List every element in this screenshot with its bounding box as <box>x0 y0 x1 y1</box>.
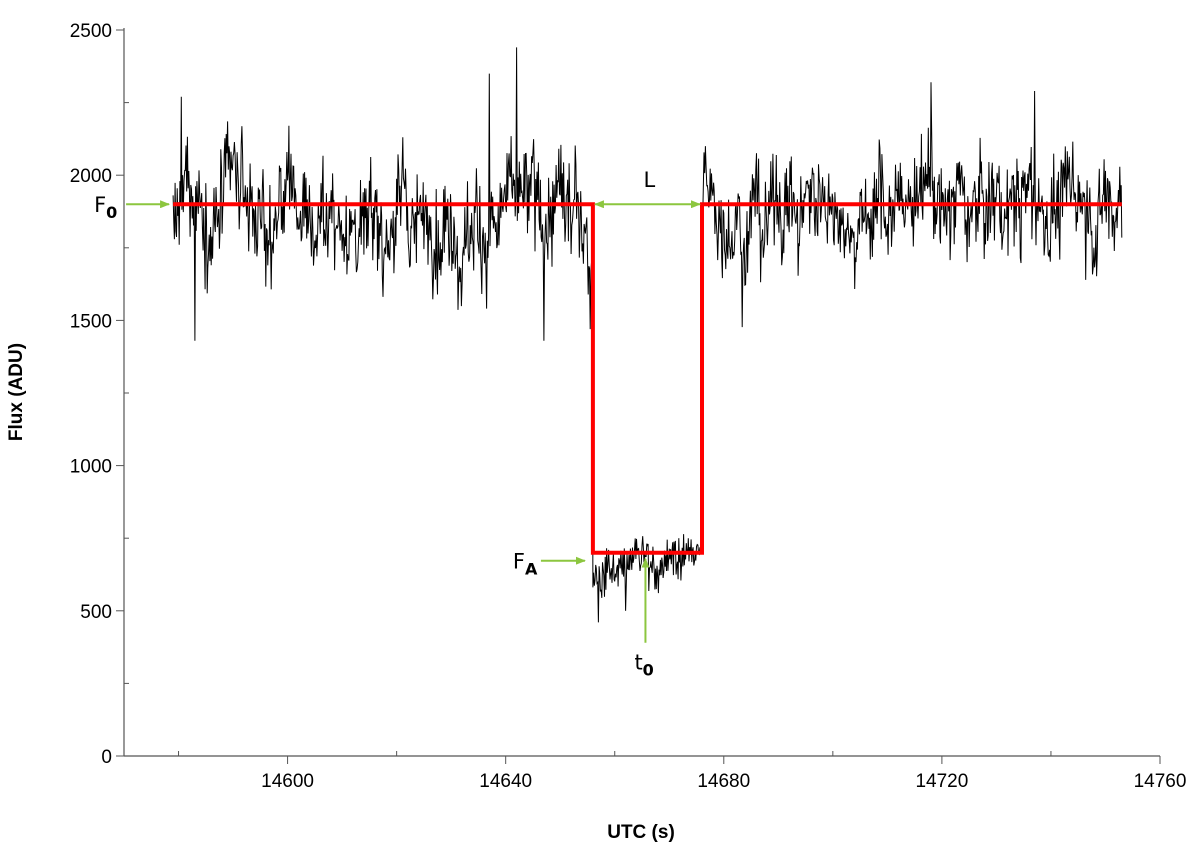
axes: 0 500 1000 1500 2000 2500 14600 14640 14680 14720… <box>70 21 1187 792</box>
y-tick-label: 2500 <box>70 21 112 42</box>
y-axis-title: Flux (ADU) <box>6 343 27 441</box>
y-tick-label: 500 <box>80 602 112 623</box>
f0-label: F0 <box>94 193 117 222</box>
l-label: L <box>643 168 655 192</box>
t0-label: t0 <box>634 651 653 680</box>
x-tick-label: 14680 <box>697 771 750 792</box>
square-well-fit-line <box>173 202 1122 555</box>
annotations: F0 L FA t0 <box>94 168 701 680</box>
flux-line <box>172 47 1123 623</box>
flux-series <box>172 47 1123 623</box>
x-tick-label: 14600 <box>261 771 314 792</box>
fa-label: FA <box>513 550 538 579</box>
x-tick-label: 14760 <box>1134 771 1187 792</box>
y-tick-label: 2000 <box>70 166 112 187</box>
fit-series <box>173 202 1122 555</box>
x-tick-label: 14720 <box>915 771 968 792</box>
y-tick-label: 1500 <box>70 311 112 332</box>
y-tick-label: 1000 <box>70 457 112 478</box>
x-axis-title: UTC (s) <box>607 822 675 843</box>
y-tick-label: 0 <box>101 747 112 768</box>
x-tick-label: 14640 <box>479 771 532 792</box>
